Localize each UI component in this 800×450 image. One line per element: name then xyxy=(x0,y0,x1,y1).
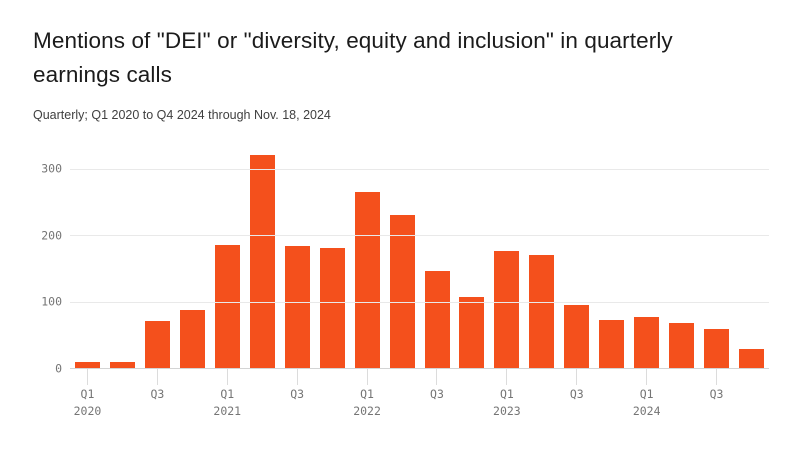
x-tick-mark xyxy=(716,369,718,385)
bar xyxy=(494,250,520,369)
x-tick-label: Q3 xyxy=(150,387,165,401)
bar xyxy=(249,155,275,369)
x-tick-mark xyxy=(576,369,578,385)
bar xyxy=(529,254,555,369)
chart-title: Mentions of "DEI" or "diversity, equity … xyxy=(33,24,778,92)
x-tick-label: Q3 xyxy=(569,387,584,401)
bar-slot xyxy=(664,150,699,369)
x-tick-label: Q3 xyxy=(709,387,724,401)
y-tick-label: 300 xyxy=(41,161,62,176)
bar xyxy=(179,309,205,369)
bar xyxy=(284,245,310,369)
x-tick-label: Q1 xyxy=(360,387,374,401)
x-tick-label: Q1 xyxy=(80,387,95,401)
x-tick-mark xyxy=(226,369,228,385)
bar xyxy=(704,329,730,369)
bar-slot xyxy=(70,150,105,369)
bar xyxy=(739,349,765,369)
chart-subtitle: Quarterly; Q1 2020 to Q4 2024 through No… xyxy=(33,108,331,122)
x-tick-label: Q1 xyxy=(220,387,235,401)
year-label: 2020 xyxy=(73,404,102,418)
x-axis: Q1 2020 Q3 Q1 2021 Q3 Q1 2022 Q3 Q1 2023 Q3 Q1 2024 Q3 xyxy=(70,369,769,429)
bar-slot xyxy=(524,150,559,369)
bar-slot xyxy=(245,150,280,369)
chart-header: Mentions of "DEI" or "diversity, equity … xyxy=(33,24,778,123)
bar xyxy=(109,362,135,369)
x-tick-label: Q1 xyxy=(499,387,514,401)
x-tick-mark xyxy=(366,369,368,385)
bar xyxy=(634,317,660,369)
bar xyxy=(599,319,625,369)
chart-title-line-2: earnings calls xyxy=(33,62,172,87)
x-tick-mark xyxy=(156,369,158,385)
year-label: 2021 xyxy=(213,404,242,418)
year-label: 2022 xyxy=(353,404,381,418)
bar-slot xyxy=(385,150,420,369)
x-tick-label: Q3 xyxy=(430,387,444,401)
x-tick-mark xyxy=(646,369,648,385)
chart-title-line-1: Mentions of "DEI" or "diversity, equity … xyxy=(33,28,673,53)
x-tick-label: Q3 xyxy=(290,387,305,401)
bar-slot xyxy=(559,150,594,369)
bar-slot xyxy=(420,150,455,369)
year-label: 2023 xyxy=(493,404,521,418)
bar xyxy=(459,297,485,369)
x-tick-mark xyxy=(296,369,298,385)
bar-slot xyxy=(699,150,734,369)
bar-slot xyxy=(175,150,210,369)
plot-area: Q1 2020 Q3 Q1 2021 Q3 Q1 2022 Q3 Q1 2023 Q3 Q1 2024 Q3… xyxy=(41,150,769,417)
bar xyxy=(424,270,450,369)
bar-slot xyxy=(734,150,769,369)
bar-slot xyxy=(140,150,175,369)
bar-slot xyxy=(489,150,524,369)
y-tick-label: 100 xyxy=(41,294,62,309)
bar xyxy=(354,191,380,369)
gridline: 300 xyxy=(41,163,769,174)
bar-slot xyxy=(454,150,489,369)
bar-slot xyxy=(629,150,664,369)
bar-slot xyxy=(105,150,140,369)
bar-slot xyxy=(350,150,385,369)
bar xyxy=(214,244,240,369)
bar xyxy=(319,247,345,369)
bar-slot xyxy=(594,150,629,369)
bar xyxy=(669,322,695,369)
bar xyxy=(144,320,170,369)
bar-slot xyxy=(280,150,315,369)
x-axis-baseline: 0 xyxy=(55,362,769,373)
bars xyxy=(70,150,769,369)
x-tick-mark xyxy=(436,369,438,385)
bar-slot xyxy=(210,150,245,369)
year-label: 2024 xyxy=(632,404,661,418)
bar xyxy=(389,215,415,369)
gridline: 200 xyxy=(41,230,769,241)
y-tick-label: 0 xyxy=(55,360,62,375)
x-tick-mark xyxy=(86,369,88,385)
x-tick-mark xyxy=(506,369,508,385)
gridline: 100 xyxy=(41,296,769,307)
bar-slot xyxy=(315,150,350,369)
x-tick-label: Q1 xyxy=(639,387,654,401)
bar xyxy=(74,362,100,369)
bar xyxy=(564,304,590,369)
y-tick-label: 200 xyxy=(41,228,62,243)
